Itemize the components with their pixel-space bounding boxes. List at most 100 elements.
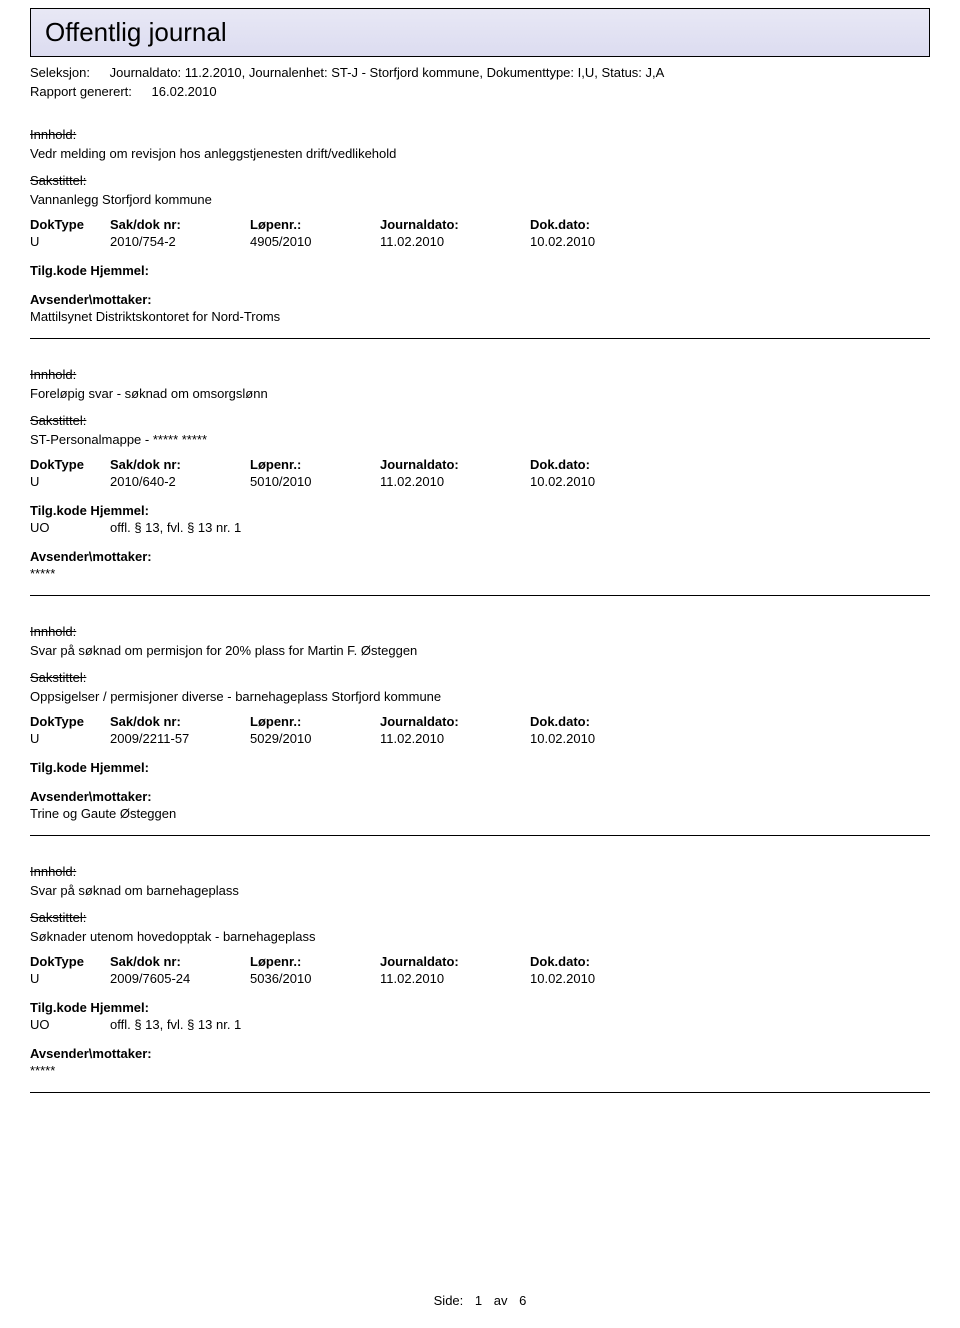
- col-dokdato: Dok.dato:: [530, 714, 680, 729]
- col-lopenr: Løpenr.:: [250, 714, 380, 729]
- entry-separator: [30, 835, 930, 836]
- entry-separator: [30, 1092, 930, 1093]
- entry-separator: [30, 595, 930, 596]
- journal-entry: Innhold: Svar på søknad om barnehageplas…: [30, 864, 930, 1093]
- avsender-label: Avsender\mottaker:: [30, 549, 930, 564]
- footer-side: Side:: [434, 1293, 464, 1308]
- innhold-label: Innhold:: [30, 367, 930, 382]
- columns-row: U 2009/7605-24 5036/2010 11.02.2010 10.0…: [30, 971, 930, 986]
- tilg-text: offl. § 13, fvl. § 13 nr. 1: [110, 1017, 930, 1032]
- col-sakdok: Sak/dok nr:: [110, 714, 250, 729]
- avsender-value: Mattilsynet Distriktskontoret for Nord-T…: [30, 309, 930, 324]
- col-doktype: DokType: [30, 714, 110, 729]
- tilgkode-label: Tilg.kode Hjemmel:: [30, 263, 930, 278]
- sakstitle-label: Sakstittel:: [30, 910, 930, 925]
- col-lopenr: Løpenr.:: [250, 954, 380, 969]
- avsender-label: Avsender\mottaker:: [30, 1046, 930, 1061]
- col-journaldato: Journaldato:: [380, 954, 530, 969]
- journal-entry: Innhold: Foreløpig svar - søknad om omso…: [30, 367, 930, 596]
- avsender-value: *****: [30, 1063, 930, 1078]
- footer-page: 1: [475, 1293, 482, 1308]
- footer-av: av: [494, 1293, 508, 1308]
- val-doktype: U: [30, 234, 110, 249]
- tilgkode-label: Tilg.kode Hjemmel:: [30, 760, 930, 775]
- seleksjon-line: Seleksjon: Journaldato: 11.2.2010, Journ…: [30, 65, 930, 80]
- innhold-text: Vedr melding om revisjon hos anleggstjen…: [30, 146, 930, 161]
- innhold-label: Innhold:: [30, 864, 930, 879]
- val-dokdato: 10.02.2010: [530, 731, 680, 746]
- innhold-text: Svar på søknad om barnehageplass: [30, 883, 930, 898]
- columns-header: DokType Sak/dok nr: Løpenr.: Journaldato…: [30, 954, 930, 969]
- columns-row: U 2009/2211-57 5029/2010 11.02.2010 10.0…: [30, 731, 930, 746]
- tilg-code: UO: [30, 520, 110, 535]
- tilgkode-row: UO offl. § 13, fvl. § 13 nr. 1: [30, 520, 930, 535]
- tilgkode-label: Tilg.kode Hjemmel:: [30, 503, 930, 518]
- sakstitle-label: Sakstittel:: [30, 173, 930, 188]
- col-sakdok: Sak/dok nr:: [110, 217, 250, 232]
- col-doktype: DokType: [30, 954, 110, 969]
- col-doktype: DokType: [30, 457, 110, 472]
- val-doktype: U: [30, 731, 110, 746]
- columns-row: U 2010/754-2 4905/2010 11.02.2010 10.02.…: [30, 234, 930, 249]
- col-lopenr: Løpenr.:: [250, 217, 380, 232]
- col-doktype: DokType: [30, 217, 110, 232]
- val-journaldato: 11.02.2010: [380, 474, 530, 489]
- col-journaldato: Journaldato:: [380, 217, 530, 232]
- rapport-line: Rapport generert: 16.02.2010: [30, 84, 930, 99]
- val-journaldato: 11.02.2010: [380, 731, 530, 746]
- col-dokdato: Dok.dato:: [530, 457, 680, 472]
- val-lopenr: 5036/2010: [250, 971, 380, 986]
- avsender-value: Trine og Gaute Østeggen: [30, 806, 930, 821]
- avsender-label: Avsender\mottaker:: [30, 292, 930, 307]
- columns-header: DokType Sak/dok nr: Løpenr.: Journaldato…: [30, 714, 930, 729]
- seleksjon-value: Journaldato: 11.2.2010, Journalenhet: ST…: [110, 65, 665, 80]
- col-sakdok: Sak/dok nr:: [110, 954, 250, 969]
- col-dokdato: Dok.dato:: [530, 217, 680, 232]
- val-dokdato: 10.02.2010: [530, 474, 680, 489]
- val-lopenr: 4905/2010: [250, 234, 380, 249]
- innhold-label: Innhold:: [30, 624, 930, 639]
- avsender-label: Avsender\mottaker:: [30, 789, 930, 804]
- columns-header: DokType Sak/dok nr: Løpenr.: Journaldato…: [30, 217, 930, 232]
- val-sakdok: 2009/7605-24: [110, 971, 250, 986]
- columns-header: DokType Sak/dok nr: Løpenr.: Journaldato…: [30, 457, 930, 472]
- sakstitle-text: ST-Personalmappe - ***** *****: [30, 432, 930, 447]
- rapport-value: 16.02.2010: [152, 84, 217, 99]
- rapport-label: Rapport generert:: [30, 84, 132, 99]
- journal-entry: Innhold: Svar på søknad om permisjon for…: [30, 624, 930, 836]
- seleksjon-label: Seleksjon:: [30, 65, 90, 80]
- entry-separator: [30, 338, 930, 339]
- val-dokdato: 10.02.2010: [530, 234, 680, 249]
- val-doktype: U: [30, 971, 110, 986]
- tilg-text: offl. § 13, fvl. § 13 nr. 1: [110, 520, 930, 535]
- innhold-label: Innhold:: [30, 127, 930, 142]
- journal-entry: Innhold: Vedr melding om revisjon hos an…: [30, 127, 930, 339]
- entries-list: Innhold: Vedr melding om revisjon hos an…: [30, 127, 930, 1093]
- header-box: Offentlig journal: [30, 8, 930, 57]
- val-lopenr: 5010/2010: [250, 474, 380, 489]
- val-journaldato: 11.02.2010: [380, 971, 530, 986]
- val-dokdato: 10.02.2010: [530, 971, 680, 986]
- sakstitle-label: Sakstittel:: [30, 670, 930, 685]
- col-journaldato: Journaldato:: [380, 714, 530, 729]
- page-title: Offentlig journal: [45, 17, 915, 48]
- col-lopenr: Løpenr.:: [250, 457, 380, 472]
- val-sakdok: 2010/754-2: [110, 234, 250, 249]
- col-dokdato: Dok.dato:: [530, 954, 680, 969]
- val-doktype: U: [30, 474, 110, 489]
- sakstitle-text: Søknader utenom hovedopptak - barnehagep…: [30, 929, 930, 944]
- footer: Side: 1 av 6: [0, 1293, 960, 1308]
- val-sakdok: 2010/640-2: [110, 474, 250, 489]
- col-journaldato: Journaldato:: [380, 457, 530, 472]
- innhold-text: Svar på søknad om permisjon for 20% plas…: [30, 643, 930, 658]
- innhold-text: Foreløpig svar - søknad om omsorgslønn: [30, 386, 930, 401]
- avsender-value: *****: [30, 566, 930, 581]
- columns-row: U 2010/640-2 5010/2010 11.02.2010 10.02.…: [30, 474, 930, 489]
- tilg-code: UO: [30, 1017, 110, 1032]
- val-sakdok: 2009/2211-57: [110, 731, 250, 746]
- tilgkode-label: Tilg.kode Hjemmel:: [30, 1000, 930, 1015]
- sakstitle-text: Vannanlegg Storfjord kommune: [30, 192, 930, 207]
- tilgkode-row: UO offl. § 13, fvl. § 13 nr. 1: [30, 1017, 930, 1032]
- sakstitle-text: Oppsigelser / permisjoner diverse - barn…: [30, 689, 930, 704]
- sakstitle-label: Sakstittel:: [30, 413, 930, 428]
